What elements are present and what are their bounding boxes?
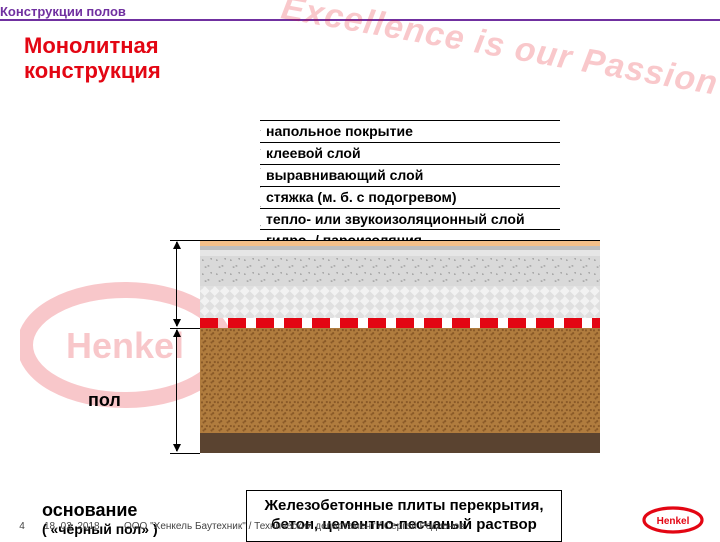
base-caption: Железобетонные плиты перекрытия, бетон, … [246, 490, 562, 542]
layer-insulation [200, 286, 600, 318]
cross-section [200, 240, 600, 480]
side-label-pol: пол [88, 390, 121, 411]
title-line1: Монолитная [24, 33, 720, 58]
layer-base [200, 328, 600, 433]
henkel-logo: Henkel [642, 506, 704, 534]
legend-item-coating: напольное покрытие [260, 120, 560, 143]
title-line2: конструкция [24, 58, 720, 83]
svg-text:Henkel: Henkel [657, 516, 690, 527]
dim-arrow-pol [176, 242, 177, 326]
page-title: Монолитная конструкция [0, 27, 720, 84]
legend-item-leveling: выравнивающий слой [260, 165, 560, 187]
legend-item-insulation: тепло- или звукоизоляционный слой [260, 209, 560, 231]
dim-arrow-base [176, 330, 177, 451]
side-label-base-main: основание [42, 500, 158, 521]
layer-membrane [200, 318, 600, 328]
section-header: Конструкции полов [0, 0, 720, 21]
footer-date: 18. 02. 2018 [44, 521, 124, 532]
layer-dark-band [200, 433, 600, 453]
layer-legend: напольное покрытие клеевой слой выравнив… [260, 120, 560, 252]
legend-item-screed: стяжка (м. б. с подогревом) [260, 187, 560, 209]
footer: 4 18. 02. 2018 ООО "Хенкель Баутехник" /… [0, 521, 720, 532]
footer-page-number: 4 [0, 521, 44, 532]
floor-diagram: напольное покрытие клеевой слой выравнив… [0, 120, 720, 490]
dim-tick-bot [170, 453, 200, 454]
layer-screed [200, 256, 600, 286]
footer-text: ООО "Хенкель Баутехник" / Технический де… [124, 521, 720, 532]
legend-item-adhesive: клеевой слой [260, 143, 560, 165]
